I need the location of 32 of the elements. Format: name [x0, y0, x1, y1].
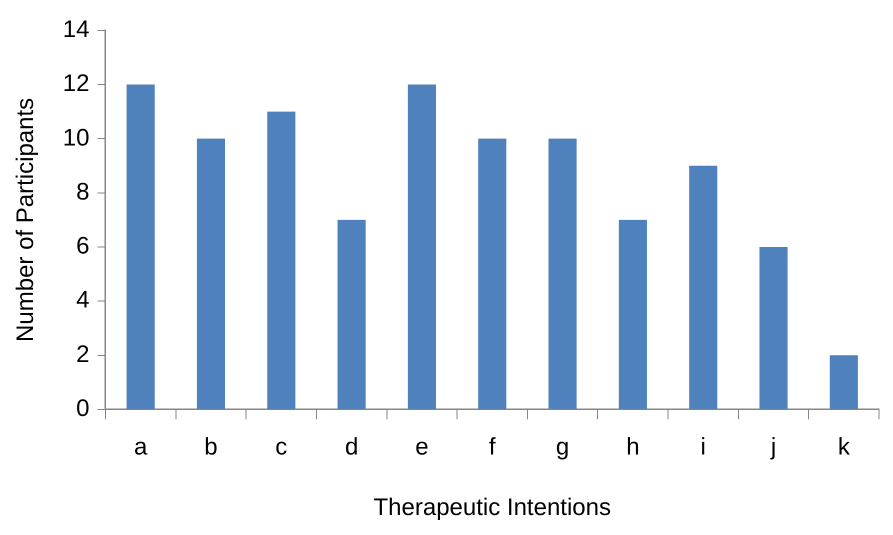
bar	[689, 166, 718, 409]
x-tick-label: h	[626, 433, 640, 460]
x-tick-label: a	[134, 433, 148, 460]
x-tick-label: b	[204, 433, 218, 460]
bar	[126, 84, 155, 409]
bar	[759, 246, 788, 409]
x-tick-label: e	[415, 433, 429, 460]
bar	[338, 220, 366, 409]
x-tick-label: d	[344, 433, 358, 460]
x-tick-label: g	[556, 433, 570, 460]
bar	[478, 138, 506, 409]
bar	[618, 220, 647, 409]
bar	[548, 138, 577, 409]
x-tick-label: f	[488, 433, 496, 460]
x-tick-label: i	[700, 433, 706, 460]
y-tick-label: 10	[62, 124, 90, 152]
x-tick-label: k	[838, 433, 851, 460]
y-tick-label: 12	[62, 70, 90, 98]
y-axis-title: Number of Participants	[12, 98, 40, 342]
bar	[196, 138, 226, 409]
x-tick-label: j	[770, 433, 776, 460]
y-tick-label: 2	[76, 340, 90, 368]
y-tick-label: 0	[76, 395, 90, 422]
x-axis-title: Therapeutic Intentions	[374, 494, 611, 522]
x-tick-label: c	[275, 433, 288, 460]
y-tick-label: 6	[76, 232, 90, 260]
bar	[408, 84, 436, 409]
y-tick-label: 14	[62, 16, 90, 44]
y-tick-label: 4	[76, 286, 90, 314]
bar	[267, 112, 296, 409]
bar	[830, 355, 858, 409]
y-tick-label: 8	[76, 178, 90, 206]
